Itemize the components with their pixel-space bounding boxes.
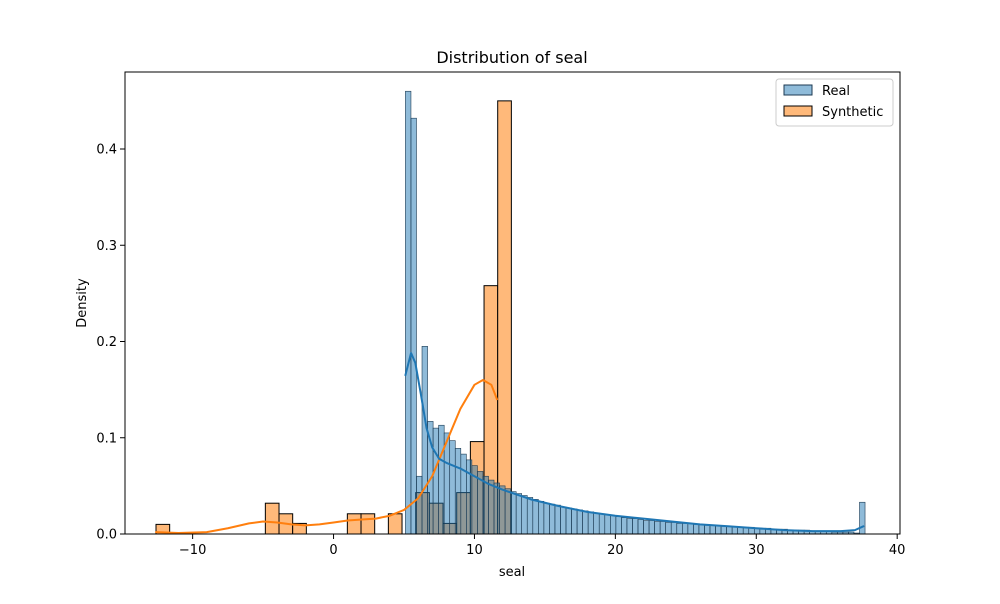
real-bar [482,475,489,535]
real-bar [488,479,495,535]
real-bar [687,523,694,535]
synthetic-bar [360,513,376,535]
plot-frame [124,71,901,535]
x-tick-label: 10 [466,543,483,558]
real-bar [632,518,639,535]
real-bar [709,525,716,535]
real-bar [460,453,467,535]
real-bar [449,440,456,535]
x-tick-label: −10 [179,543,206,558]
real-bar [665,522,672,535]
real-bar [648,520,655,535]
real-bar [654,521,661,535]
real-kde-line [404,352,865,533]
y-axis-label: Density [75,278,90,328]
real-bar [493,482,500,535]
y-tick-label: 0.1 [96,431,117,446]
real-bar [610,515,617,535]
legend-label-synthetic: Synthetic [822,105,883,120]
real-bar [554,504,561,535]
synthetic-bar [497,100,512,535]
real-bar [438,424,445,535]
real-bar [432,427,439,535]
synthetic-bar [346,513,362,535]
real-bar [543,502,550,535]
real-bar [576,509,583,535]
real-bar [615,516,622,535]
legend-swatch-synthetic [783,105,813,117]
real-bar [587,511,594,535]
real-bar [670,522,678,535]
real-bar [571,508,578,535]
real-bar [515,493,522,535]
legend-swatch-real [783,84,813,96]
x-tick-label: 20 [607,543,624,558]
x-axis: −10 0 10 20 30 40 [179,534,906,558]
real-bar [859,501,866,535]
real-bar [582,510,589,535]
real-bar [676,523,683,535]
synthetic-kde-line [155,379,498,535]
real-bar [549,503,556,535]
y-axis: 0.0 0.1 0.2 0.3 0.4 [96,143,125,543]
y-tick-label: 0.3 [96,239,117,254]
x-tick-label: 30 [748,543,765,558]
real-bar [510,491,517,535]
real-bar [499,485,506,535]
real-bar [410,117,417,535]
x-tick-label: 0 [329,543,337,558]
real-bar [637,519,644,535]
real-bar [720,525,727,535]
real-bar [405,90,412,535]
legend: Real Synthetic [775,78,894,127]
y-tick-label: 0.2 [96,335,117,350]
real-bar [416,475,423,535]
real-bar [693,524,700,535]
chart-title: Distribution of seal [436,48,587,67]
y-tick-label: 0.4 [96,143,117,158]
real-bar [598,513,606,535]
real-bar [626,518,633,535]
real-bar [521,495,528,535]
real-bar [593,512,600,535]
real-bar [504,488,511,535]
real-bar [565,507,572,535]
synthetic-bar [264,502,280,535]
kde-lines [155,352,865,535]
real-bar [560,506,567,535]
real-bar [454,448,462,535]
legend-label-real: Real [822,84,850,99]
real-bar [704,525,711,535]
real-bar [698,524,705,535]
real-bar [538,500,545,535]
real-bar [681,523,689,535]
x-tick-label: 40 [889,543,906,558]
real-bar [659,521,666,535]
synthetic-bar [387,513,403,535]
x-axis-label: seal [499,565,525,580]
real-bar [604,514,611,535]
real-bars [405,90,866,535]
real-bar [643,520,650,535]
real-bar [421,346,428,535]
real-bar [532,499,539,535]
real-bar [466,459,473,535]
real-bar [526,497,534,535]
y-tick-label: 0.0 [96,528,117,543]
real-bar [621,517,628,535]
